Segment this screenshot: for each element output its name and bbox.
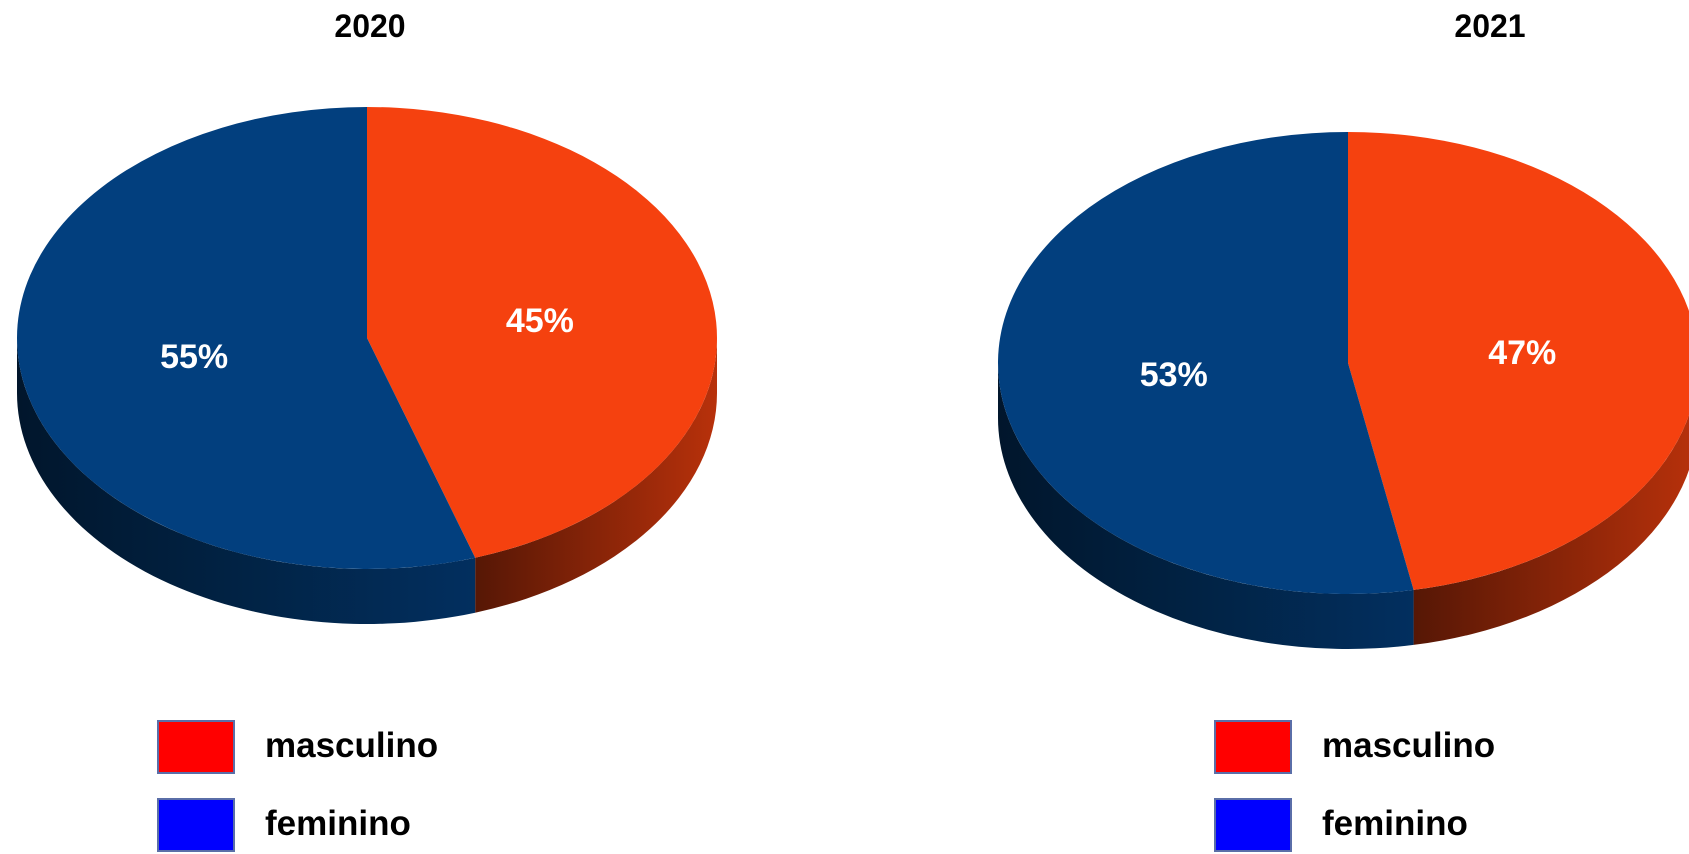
legend-swatch-masculino xyxy=(157,720,235,774)
legend-swatch-feminino xyxy=(157,798,235,852)
pie-slice-side-masculino xyxy=(475,338,717,613)
pie-slice-masculino xyxy=(1348,132,1689,590)
legend-label: masculino xyxy=(1322,726,1496,765)
pie-chart-2020: 2020 45% 55% masculino feminino xyxy=(0,0,844,854)
pie-slice-side-masculino xyxy=(1413,414,1689,645)
legend-label: masculino xyxy=(265,726,439,765)
legend-swatch-feminino xyxy=(1214,798,1292,852)
pie-chart-2021: 2021 47% 53% masculino feminino xyxy=(844,0,1689,854)
chart-title: 2021 xyxy=(1454,8,1526,44)
legend-label: feminino xyxy=(1322,804,1468,843)
pie-slice-masculino xyxy=(367,107,717,558)
chart-title: 2020 xyxy=(334,8,406,44)
data-label-masculino: 47% xyxy=(1488,334,1556,372)
legend-label: feminino xyxy=(265,804,411,843)
legend-item-feminino: feminino xyxy=(157,798,517,854)
pie-slice-feminino xyxy=(16,107,476,569)
pie-slice-feminino xyxy=(997,132,1414,594)
legend-item-masculino: masculino xyxy=(1214,720,1574,776)
pie-chart-canvas: 45% 55% xyxy=(16,107,717,624)
pie-slice-side-feminino xyxy=(17,338,476,624)
pie-slice-side-feminino xyxy=(998,363,1414,649)
data-label-feminino: 53% xyxy=(1140,356,1208,394)
data-label-masculino: 45% xyxy=(506,302,574,340)
pie-chart-canvas: 47% 53% xyxy=(997,132,1689,649)
legend-item-feminino: feminino xyxy=(1214,798,1574,854)
legend-swatch-masculino xyxy=(1214,720,1292,774)
legend-item-masculino: masculino xyxy=(157,720,517,776)
data-label-feminino: 55% xyxy=(160,338,228,376)
